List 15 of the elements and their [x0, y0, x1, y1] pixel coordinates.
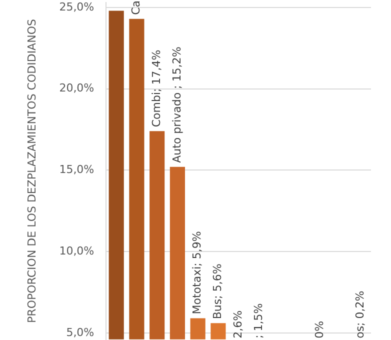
y-axis-title: PROPORCION DE LOS DEZPLAZAMIENTOS CODIDIANOS	[25, 19, 38, 323]
data-label: Ca	[130, 0, 143, 15]
y-tick-label: 25,0%	[59, 0, 94, 14]
text: 2,6%	[231, 310, 244, 338]
data-label: Combi; 17,4%	[150, 50, 163, 128]
text: 0%	[312, 320, 326, 338]
y-tick-label: 15,0%	[59, 163, 94, 176]
y-tick-label: 5,0%	[66, 326, 94, 339]
data-label: Mototaxi; 5,9%	[190, 231, 204, 314]
text: os; 0,2%	[354, 290, 367, 338]
data-label: Auto privado ; 15,2%	[170, 46, 184, 163]
y-tick-label: 10,0%	[59, 244, 94, 258]
y-tick-label: 20,0%	[59, 82, 94, 95]
data-label: Bus; 5,6%	[211, 264, 224, 320]
text: ; 1,5%	[252, 303, 265, 338]
